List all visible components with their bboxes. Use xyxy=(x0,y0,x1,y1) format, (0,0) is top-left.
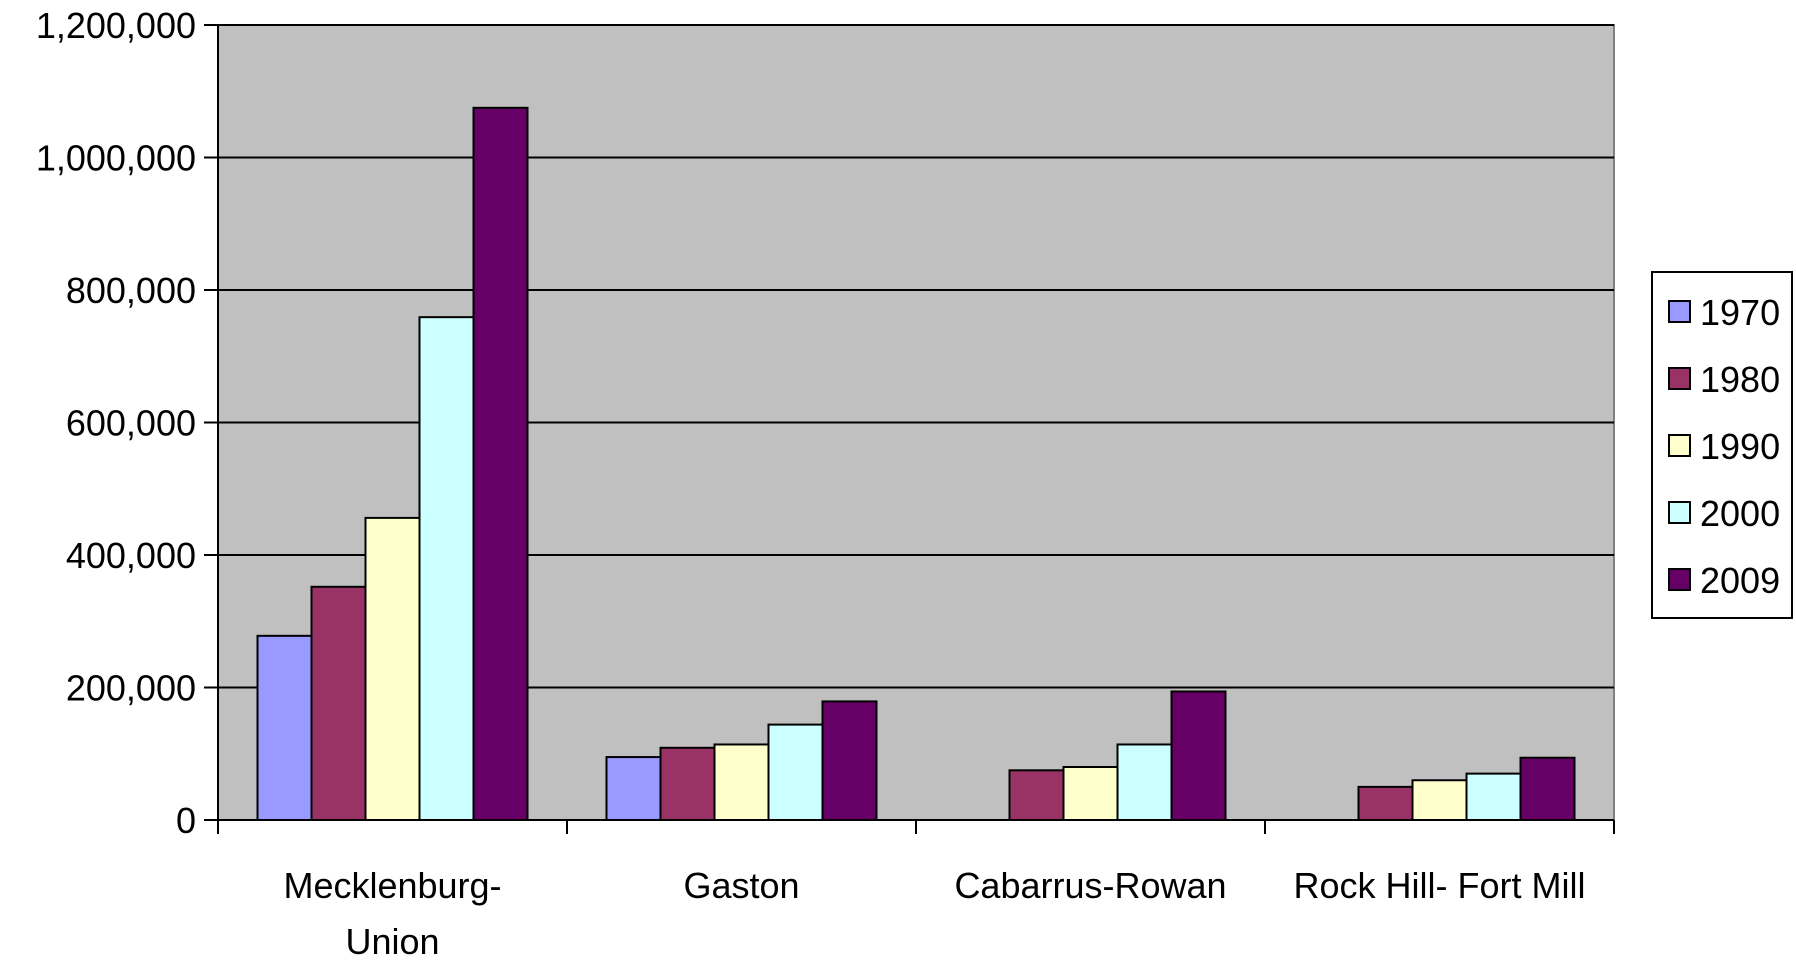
legend-label: 1970 xyxy=(1700,292,1780,333)
x-tick-label: Rock Hill- Fort Mill xyxy=(1294,865,1586,906)
legend-label: 2000 xyxy=(1700,493,1780,534)
bar-1990 xyxy=(364,516,421,822)
bar-1970 xyxy=(605,756,662,821)
x-tick-label: Gaston xyxy=(683,865,799,906)
legend-swatch-2000 xyxy=(1668,501,1691,524)
bar-2009 xyxy=(1519,756,1576,821)
legend-label: 1990 xyxy=(1700,426,1780,467)
bar-2009 xyxy=(1170,690,1227,821)
bar-1990 xyxy=(1411,779,1468,821)
y-tick-label: 200,000 xyxy=(66,668,196,709)
bars xyxy=(256,106,1576,822)
bar-1990 xyxy=(713,743,770,821)
bar-1990 xyxy=(1062,766,1119,821)
bar-1980 xyxy=(659,746,716,821)
x-tick-label: Union xyxy=(345,921,439,957)
legend: 1970 1980 1990 2000 2009 xyxy=(1651,271,1793,619)
bar-2000 xyxy=(1116,743,1173,821)
legend-swatch-1990 xyxy=(1668,434,1691,457)
bar-2000 xyxy=(767,723,824,821)
x-tick-label: Cabarrus-Rowan xyxy=(954,865,1226,906)
bar-1970 xyxy=(256,634,313,822)
legend-swatch-1970 xyxy=(1668,300,1691,323)
bar-2009 xyxy=(821,700,878,821)
bar-1980 xyxy=(1357,785,1414,821)
legend-swatch-2009 xyxy=(1668,568,1691,591)
bar-2000 xyxy=(418,316,475,821)
legend-swatch-1980 xyxy=(1668,367,1691,390)
bar-2000 xyxy=(1465,772,1522,821)
axes: 0 200,000 400,000 600,000 800,000 1,000,000 1,… xyxy=(36,5,1615,962)
bar-2009 xyxy=(472,106,529,821)
y-tick-label: 800,000 xyxy=(66,270,196,311)
y-tick-label: 0 xyxy=(176,800,196,841)
y-tick-label: 400,000 xyxy=(66,535,196,576)
x-tick-label: Mecklenburg- xyxy=(283,865,501,906)
bar-1980 xyxy=(310,585,367,821)
y-tick-label: 1,000,000 xyxy=(36,138,196,179)
y-tick-label: 1,200,000 xyxy=(36,5,196,46)
legend-label: 1980 xyxy=(1700,359,1780,400)
y-tick-label: 600,000 xyxy=(66,403,196,444)
legend-label: 2009 xyxy=(1700,560,1780,601)
bar-1980 xyxy=(1008,769,1065,821)
